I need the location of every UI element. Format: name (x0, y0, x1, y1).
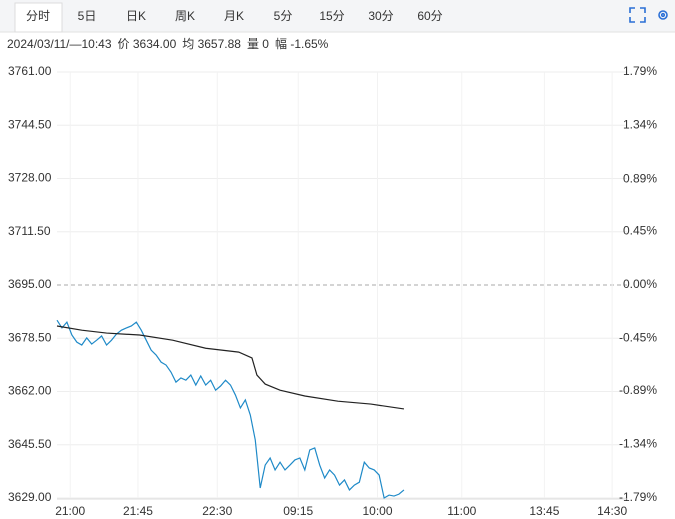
active-tab-bg (14, 2, 63, 33)
y2-tick-label: -0.89% (619, 383, 657, 397)
y-tick-label: 3728.00 (8, 171, 52, 185)
tab[interactable]: 日K (126, 9, 146, 23)
tab[interactable]: 60分 (417, 9, 442, 23)
info-text: 2024/03/11/—10:43 (7, 37, 112, 51)
info-text: 均 3657.88 (182, 37, 241, 51)
y2-tick-label: 0.45% (623, 224, 657, 238)
y-tick-label: 3678.50 (8, 330, 52, 344)
y2-tick-label: 1.79% (623, 64, 657, 78)
info-text: 价 3634.00 (118, 37, 177, 51)
x-tick-label: 21:00 (55, 504, 85, 518)
y2-tick-label: -1.79% (619, 490, 657, 504)
y-tick-label: 3695.00 (8, 277, 52, 291)
tab[interactable]: 周K (175, 9, 195, 23)
tab[interactable]: 分时 (26, 9, 50, 23)
tab[interactable]: 15分 (319, 9, 344, 23)
y2-tick-label: 0.00% (623, 277, 657, 291)
y-tick-label: 3645.50 (8, 437, 52, 451)
info-text: 幅 -1.65% (275, 36, 329, 51)
y2-tick-label: -1.34% (619, 437, 657, 451)
tab[interactable]: 月K (224, 9, 244, 23)
y2-tick-label: 1.34% (623, 118, 657, 132)
x-tick-label: 14:30 (597, 504, 627, 518)
price-line (56, 325, 405, 410)
y-tick-label: 3662.00 (8, 384, 52, 398)
expand-icon[interactable] (629, 7, 646, 23)
y2-tick-label: -0.45% (619, 331, 657, 345)
price-line (56, 319, 405, 499)
x-tick-label: 22:30 (202, 504, 232, 518)
x-tick-label: 21:45 (123, 504, 153, 518)
y-tick-label: 3629.00 (8, 490, 52, 504)
y-tick-label: 3761.00 (8, 64, 52, 78)
y2-tick-label: 0.89% (623, 171, 657, 185)
tab[interactable]: 5日 (78, 9, 97, 23)
tab[interactable]: 30分 (368, 9, 393, 23)
settings-icon[interactable] (658, 10, 668, 20)
tab[interactable]: 5分 (274, 9, 293, 23)
x-tick-label: 09:15 (283, 504, 313, 518)
x-tick-label: 13:45 (529, 504, 559, 518)
x-tick-label: 11:00 (447, 504, 476, 518)
x-tick-label: 10:00 (363, 504, 393, 518)
info-text: 量 0 (247, 37, 269, 51)
tab-bar (0, 0, 675, 32)
y-tick-label: 3711.50 (8, 224, 51, 238)
y-tick-label: 3744.50 (8, 117, 52, 131)
